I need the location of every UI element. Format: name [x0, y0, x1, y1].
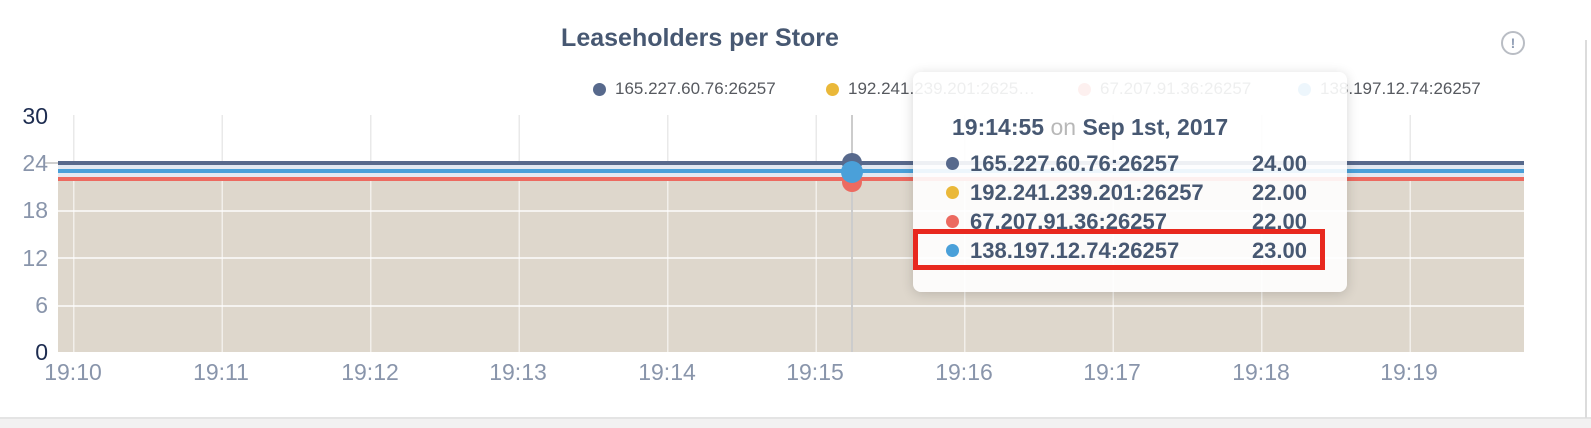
- legend-label: 165.227.60.76:26257: [615, 79, 776, 98]
- series-dot-icon: [946, 186, 959, 199]
- x-axis-label: 19:12: [341, 359, 399, 385]
- x-axis-label: 19:11: [193, 359, 249, 385]
- tooltip-series-label: 165.227.60.76:26257: [970, 151, 1180, 176]
- series-dot-icon: [946, 244, 959, 257]
- alert-circle-icon[interactable]: !: [1501, 31, 1525, 55]
- hover-dot-blue: [841, 161, 863, 183]
- legend-label: 138.197.12.74:26257: [1320, 79, 1481, 98]
- tooltip-on-word: on: [1050, 114, 1077, 140]
- highlight-rectangle: [913, 229, 1325, 270]
- y-axis-label: 18: [22, 197, 48, 223]
- hover-crosshair-line: [851, 115, 853, 352]
- scrollbar-track[interactable]: [1585, 40, 1587, 418]
- panel-bottom-strip: [0, 419, 1591, 428]
- horizontal-gridline-12: [58, 257, 1524, 259]
- x-axis-label: 19:13: [489, 359, 547, 385]
- x-axis-label: 19:10: [44, 359, 102, 385]
- tooltip-row: 165.227.60.76:26257 24.00: [913, 149, 1347, 178]
- y-axis-label: 0: [35, 339, 48, 365]
- tooltip-series-label: 138.197.12.74:26257: [970, 238, 1180, 263]
- legend-item[interactable]: 165.227.60.76:26257: [593, 79, 776, 98]
- x-axis-label: 19:15: [786, 359, 844, 385]
- series-dot-icon: [593, 82, 606, 96]
- x-axis-label: 19:16: [935, 359, 993, 385]
- y-axis-label: 12: [22, 245, 48, 271]
- x-axis-label: 19:14: [638, 359, 696, 385]
- horizontal-gridline-18: [58, 210, 1524, 212]
- panel-bottom-border: [0, 417, 1591, 419]
- tooltip-row: 192.241.239.201:26257 22.00: [913, 178, 1347, 207]
- y-axis-label: 6: [35, 292, 48, 318]
- x-axis-label: 19:19: [1380, 359, 1438, 385]
- series-dot-icon: [946, 215, 959, 228]
- y-axis-label: 24: [22, 150, 48, 176]
- tooltip-series-value: 23.00: [1251, 238, 1307, 263]
- series-line-navy: [58, 161, 1524, 165]
- x-axis-label: 19:17: [1083, 359, 1141, 385]
- tooltip-series-label: 192.241.239.201:26257: [970, 180, 1204, 205]
- tooltip-series-value: 24.00: [1251, 151, 1307, 176]
- series-line-red: [58, 177, 1524, 181]
- tooltip-date: Sep 1st, 2017: [1082, 114, 1229, 140]
- tooltip-timestamp: 19:14:55 on Sep 1st, 2017: [952, 113, 1228, 141]
- y-tick-24: [44, 162, 58, 164]
- tooltip-row-highlighted: 138.197.12.74:26257 23.00: [913, 236, 1347, 265]
- series-line-blue: [58, 169, 1524, 173]
- horizontal-gridline-6: [58, 305, 1524, 307]
- y-axis-label: 30: [22, 103, 48, 129]
- series-dot-icon: [946, 157, 959, 170]
- tooltip-series-value: 22.00: [1251, 180, 1307, 205]
- hover-tooltip: 19:14:55 on Sep 1st, 2017 165.227.60.76:…: [913, 72, 1347, 292]
- tooltip-time: 19:14:55: [952, 114, 1045, 140]
- series-dot-icon: [826, 82, 839, 96]
- chart-title: Leaseholders per Store: [561, 24, 839, 52]
- x-axis-label: 19:18: [1232, 359, 1290, 385]
